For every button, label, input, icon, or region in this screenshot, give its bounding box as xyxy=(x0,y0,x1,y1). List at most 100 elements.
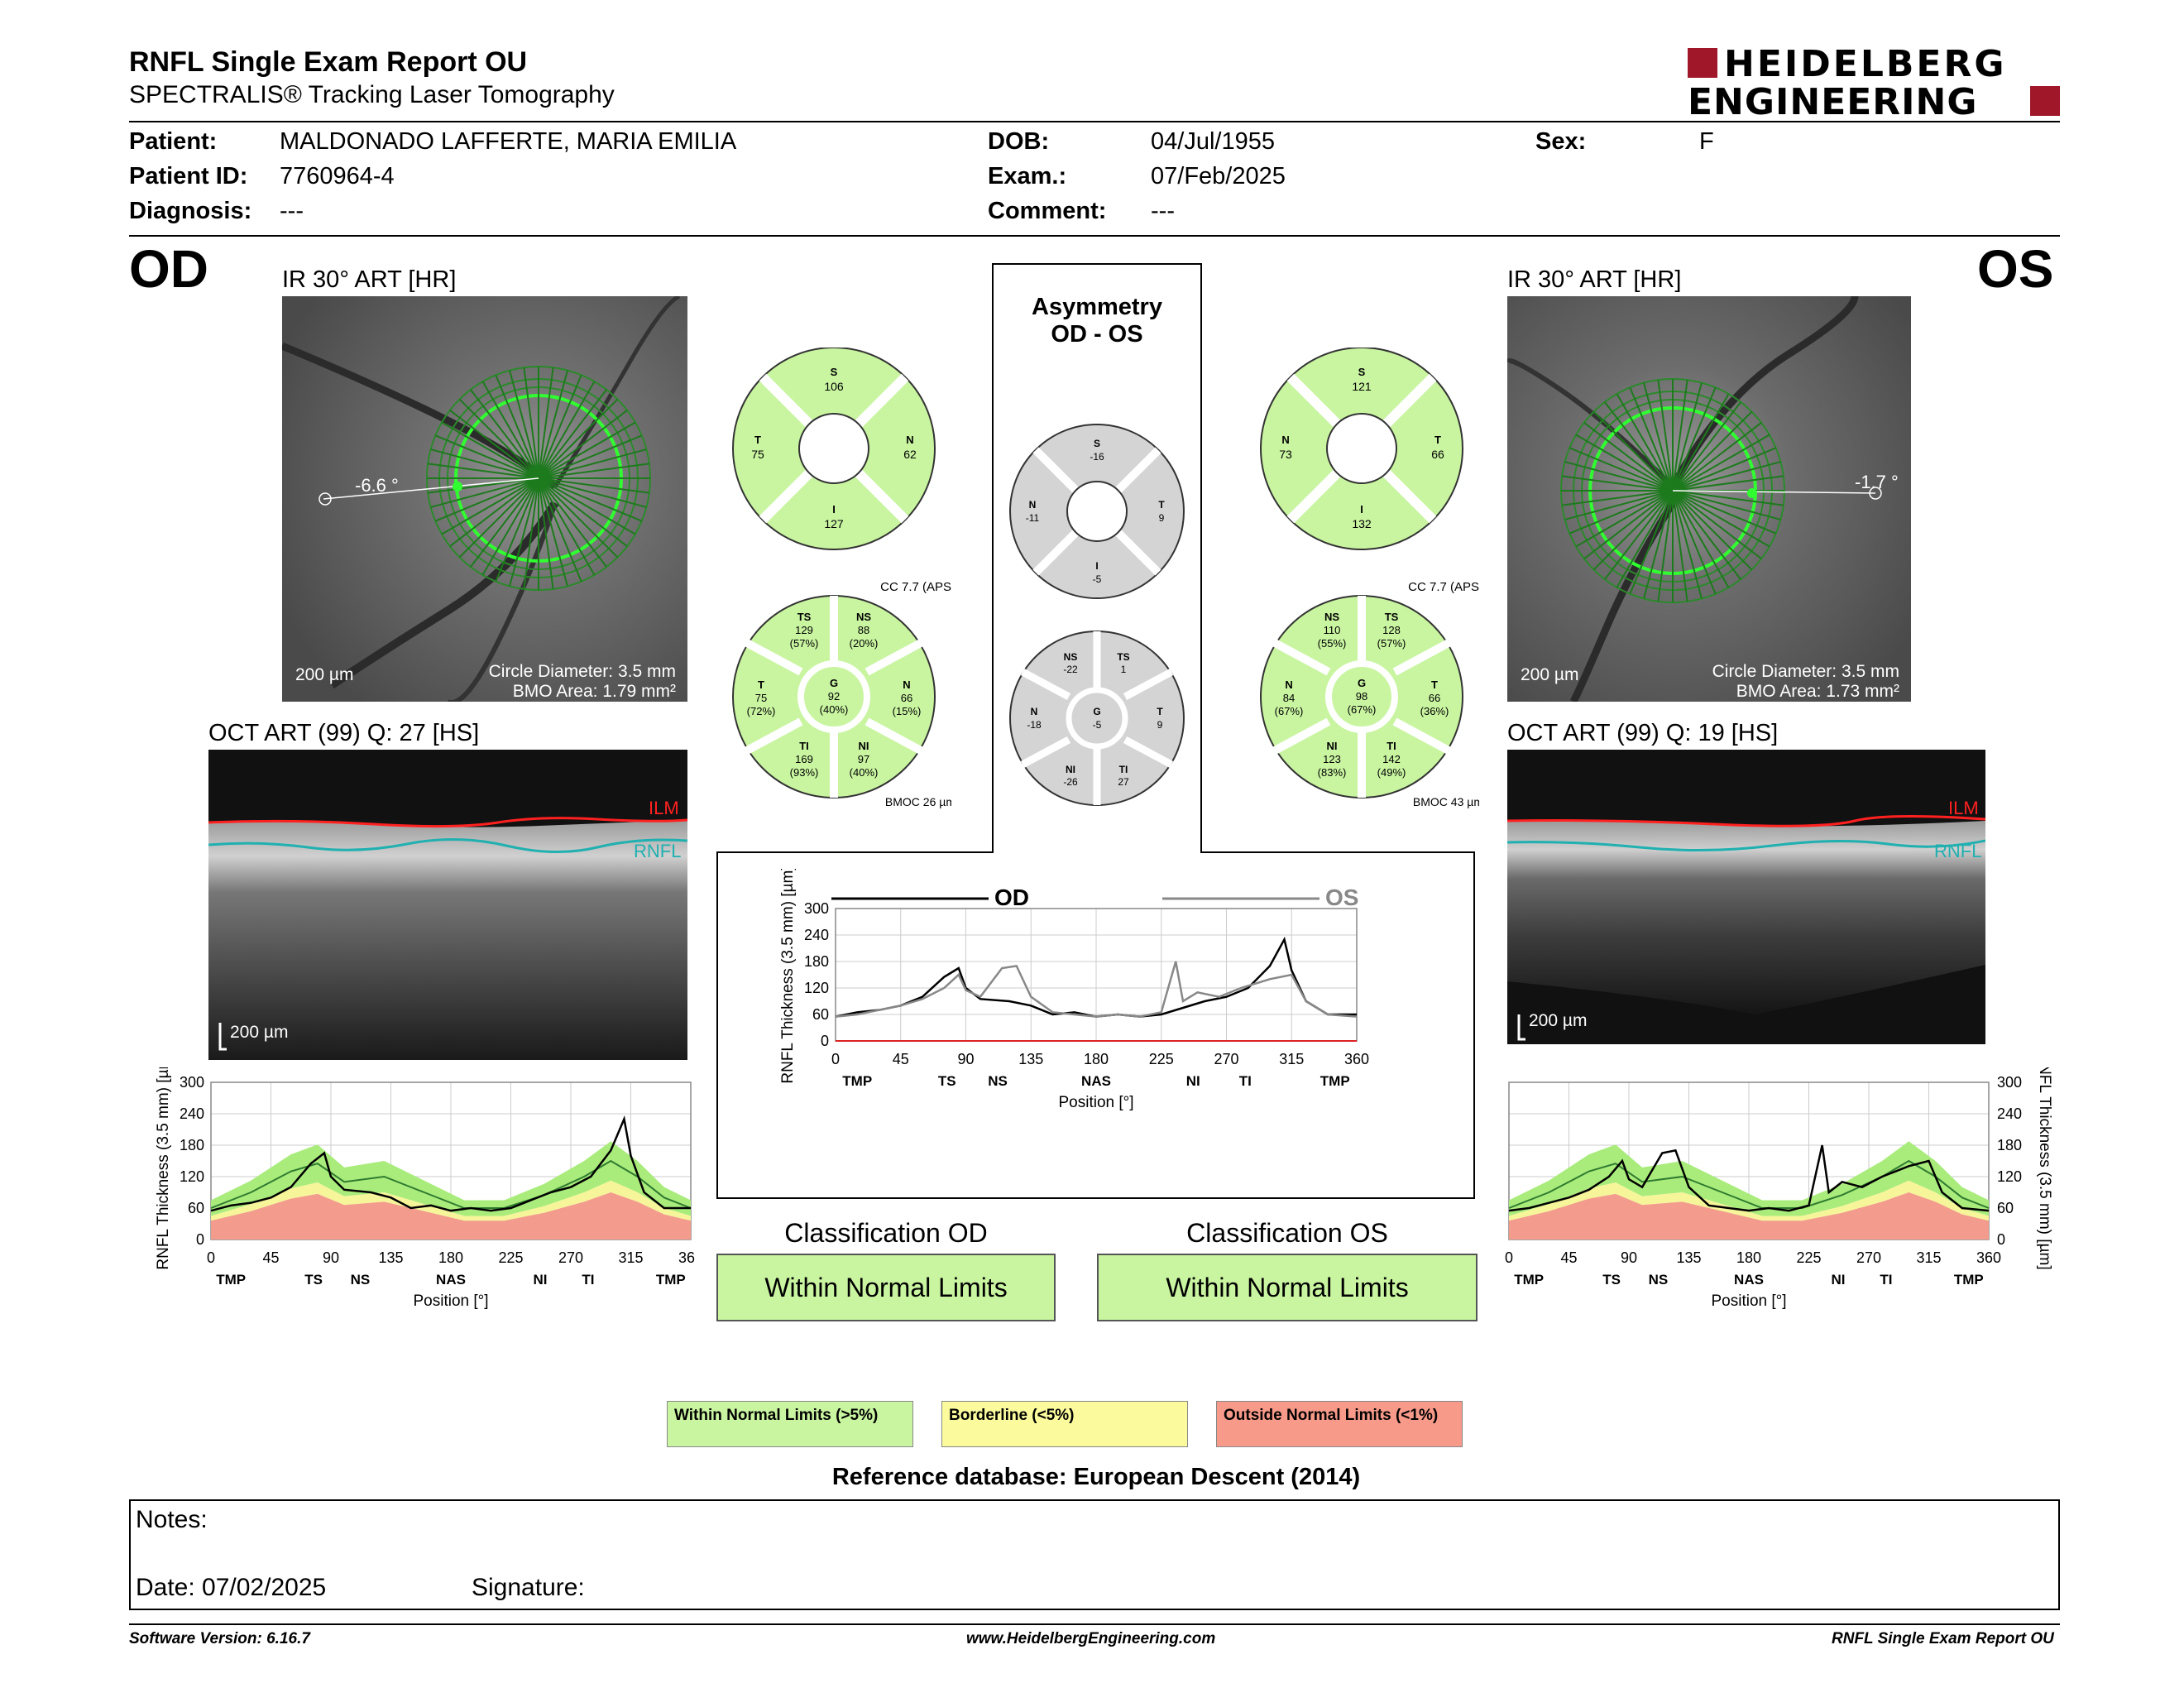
asym-s4-I: -5 xyxy=(1093,573,1102,585)
os-s6-NS-pct: (55%) xyxy=(1318,637,1347,650)
patient-name: MALDONADO LAFFERTE, MARIA EMILIA xyxy=(280,128,737,155)
svg-text:N: N xyxy=(906,434,913,446)
os-circle-diameter: Circle Diameter: 3.5 mm xyxy=(1712,662,1899,681)
x-tick-label: 180 xyxy=(1084,1051,1109,1067)
os-s6-N-val: 84 xyxy=(1283,692,1295,704)
footer-version: Software Version: 6.16.7 xyxy=(129,1630,310,1647)
svg-text:NS: NS xyxy=(856,611,871,623)
x-tick-label: 90 xyxy=(957,1051,974,1067)
os-fundus-image[interactable]: -1.7 ° 200 µm Circle Diameter: 3.5 mm BM… xyxy=(1507,296,1911,702)
sector-label: NAS xyxy=(436,1272,466,1288)
od-s4-I: 127 xyxy=(824,517,844,530)
od-s6-N-val: 66 xyxy=(901,692,912,704)
od-oct-caption: OCT ART (99) Q: 27 [HS] xyxy=(208,720,480,746)
od-s6-NI-val: 97 xyxy=(858,753,869,765)
x-tick-label: 180 xyxy=(1736,1249,1761,1266)
y-tick-label: 300 xyxy=(1997,1074,2022,1091)
svg-text:TI: TI xyxy=(799,740,809,752)
sector-label: TI xyxy=(1239,1073,1252,1089)
x-tick-label: 270 xyxy=(558,1249,583,1266)
legend-outside: Outside Normal Limits (<1%) xyxy=(1216,1401,1463,1447)
notes-box[interactable]: Notes: Date: 07/02/2025 Signature: xyxy=(129,1499,2060,1610)
os-sector-diagrams: S 121 N 73 T 66 I 132 CC 7.7 (APS) NS 11… xyxy=(1260,348,1479,808)
svg-text:T: T xyxy=(1431,679,1438,691)
od-rnfl-label: RNFL xyxy=(634,841,681,861)
os-fundus-graphic: -1.7 ° xyxy=(1507,296,1911,702)
heidelberg-logo: HEIDELBERG ENGINEERING xyxy=(1688,43,2060,123)
sector-label: NS xyxy=(988,1073,1008,1089)
os-s6-NS-val: 110 xyxy=(1324,624,1341,636)
svg-text:N: N xyxy=(1031,706,1038,717)
os-oct-image[interactable]: ILM RNFL 200 µm xyxy=(1507,750,1985,1044)
y-axis-label: RNFL Thickness (3.5 mm) [µm] xyxy=(2036,1067,2052,1270)
x-tick-label: 270 xyxy=(1856,1249,1881,1266)
os-s6-TS-val: 128 xyxy=(1382,624,1401,636)
od-ir-caption: IR 30° ART [HR] xyxy=(282,266,457,293)
svg-text:NS: NS xyxy=(1324,611,1339,623)
od-s6-TI-pct: (93%) xyxy=(790,766,819,779)
dob-value: 04/Jul/1955 xyxy=(1151,128,1275,155)
series-line-measured xyxy=(1508,1144,1990,1212)
svg-text:S: S xyxy=(1358,366,1366,378)
os-s6-NI-pct: (83%) xyxy=(1318,766,1347,779)
sector-label: NS xyxy=(1649,1272,1669,1288)
os-classification-box: Within Normal Limits xyxy=(1097,1254,1478,1321)
x-tick-label: 0 xyxy=(207,1249,215,1266)
asym-s6-TS: 1 xyxy=(1121,664,1127,675)
svg-text:T: T xyxy=(1158,499,1165,511)
y-tick-label: 120 xyxy=(804,980,829,996)
x-tick-label: 360 xyxy=(678,1249,695,1266)
od-s6-T-val: 75 xyxy=(755,692,767,704)
od-s6-T-pct: (72%) xyxy=(747,705,776,717)
sector-label: NAS xyxy=(1081,1073,1111,1089)
y-tick-label: 240 xyxy=(804,927,829,943)
sector-label: TS xyxy=(938,1073,956,1089)
od-s6-G-pct: (40%) xyxy=(820,703,849,716)
footer-website[interactable]: www.HeidelbergEngineering.com xyxy=(966,1630,1216,1647)
x-tick-label: 45 xyxy=(893,1051,909,1067)
os-s6-N-pct: (67%) xyxy=(1275,705,1304,717)
os-s6-T-pct: (36%) xyxy=(1420,705,1449,717)
x-tick-label: 0 xyxy=(831,1051,840,1067)
asym-s4-N: -11 xyxy=(1026,512,1040,524)
x-tick-label: 360 xyxy=(1976,1249,2001,1266)
os-s4-T: 66 xyxy=(1431,448,1444,461)
od-ilm-label: ILM xyxy=(649,798,679,818)
svg-text:S: S xyxy=(831,366,838,378)
x-tick-label: 135 xyxy=(378,1249,403,1266)
svg-text:G: G xyxy=(1358,677,1366,689)
od-eye-label: OD xyxy=(129,239,208,299)
asym-s4-S: -16 xyxy=(1090,451,1104,463)
od-fundus-image[interactable]: -6.6 ° 200 µm Circle Diameter: 3.5 mm BM… xyxy=(282,296,687,702)
od-s6-NS-pct: (20%) xyxy=(850,637,879,650)
sector-label: TS xyxy=(304,1272,323,1288)
y-tick-label: 180 xyxy=(180,1137,204,1153)
od-fundus-graphic: -6.6 ° xyxy=(282,296,687,702)
os-oct-graphic: ILM RNFL xyxy=(1507,798,1985,1041)
asymmetry-diagrams: S -16 N -11 T 9 I -5 NS -22 TS 1 N -18 G… xyxy=(1009,424,1185,806)
od-oct-image[interactable]: ILM RNFL 200 µm xyxy=(208,750,687,1060)
borderline-band xyxy=(1509,1180,1989,1221)
x-tick-label: 270 xyxy=(1214,1051,1238,1067)
x-axis-label: Position [°] xyxy=(413,1292,488,1310)
svg-text:I: I xyxy=(832,503,836,516)
y-tick-label: 240 xyxy=(180,1105,204,1122)
od-s6-G-val: 92 xyxy=(828,690,840,703)
os-oct-caption: OCT ART (99) Q: 19 [HS] xyxy=(1507,720,1779,746)
x-axis-label: Position [°] xyxy=(1058,1094,1133,1111)
diagnosis-label: Diagnosis: xyxy=(129,198,252,224)
od-classification-title: Classification OD xyxy=(784,1218,988,1248)
sex-value: F xyxy=(1699,128,1714,155)
os-s4-I: 132 xyxy=(1352,517,1372,530)
sector-label: TMP xyxy=(842,1073,872,1089)
y-axis-label: RNFL Thickness (3.5 mm) [µm] xyxy=(155,1067,172,1270)
svg-text:G: G xyxy=(830,677,838,689)
asymmetry-title: Asymmetry xyxy=(1032,294,1162,320)
od-s6-N-pct: (15%) xyxy=(893,705,922,717)
od-s6-TI-val: 169 xyxy=(795,753,813,765)
normal-band xyxy=(1509,1141,1989,1216)
x-tick-label: 135 xyxy=(1018,1051,1043,1067)
sector-label: TMP xyxy=(1320,1073,1350,1089)
od-classification-box: Within Normal Limits xyxy=(716,1254,1056,1321)
asymmetry-frame xyxy=(716,263,1475,1199)
